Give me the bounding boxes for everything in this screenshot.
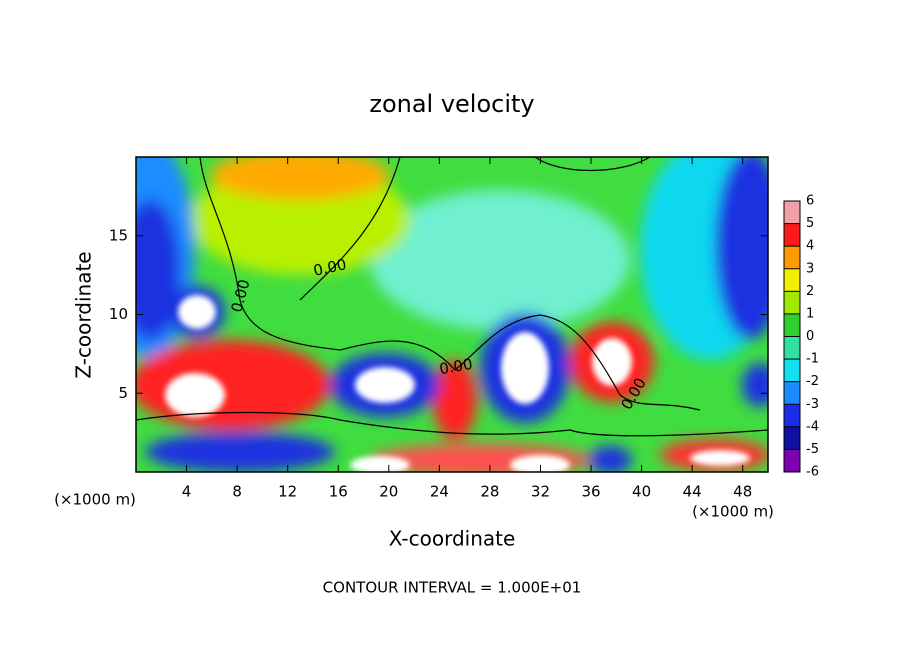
x-tick-label: 20 bbox=[379, 483, 398, 501]
x-tick-label: 40 bbox=[632, 483, 651, 501]
x-tick-label: 32 bbox=[531, 483, 550, 501]
colorbar-tick-label: 3 bbox=[806, 261, 814, 276]
colorbar-tick-label: 4 bbox=[806, 239, 814, 254]
colorbar-tick-label: -1 bbox=[806, 352, 819, 367]
colorbar-band bbox=[784, 404, 800, 427]
colorbar-band bbox=[784, 359, 800, 382]
colorbar-band bbox=[784, 268, 800, 292]
x-tick-label: 48 bbox=[733, 483, 752, 501]
colorbar-band bbox=[784, 426, 800, 450]
x-tick-label: 4 bbox=[182, 483, 192, 501]
chart-title: zonal velocity bbox=[369, 90, 534, 118]
contour-label: 0.00 bbox=[438, 355, 474, 379]
x-axis-label: X-coordinate bbox=[389, 527, 516, 551]
colorbar-band bbox=[784, 291, 800, 314]
colorbar-band bbox=[784, 246, 800, 269]
y-unit: (×1000 m) bbox=[54, 491, 136, 509]
x-tick-label: 28 bbox=[480, 483, 499, 501]
field-extremes bbox=[165, 295, 750, 472]
colorbar-tick-label: -5 bbox=[806, 442, 819, 457]
contour-lines bbox=[136, 157, 768, 437]
y-tick-label: 10 bbox=[109, 305, 128, 323]
x-tick-label: 16 bbox=[329, 483, 348, 501]
colorbar-band bbox=[784, 223, 800, 247]
field-shading bbox=[136, 157, 768, 472]
colorbar-tick-label: 1 bbox=[806, 306, 814, 321]
x-unit: (×1000 m) bbox=[692, 503, 774, 521]
annotation: CONTOUR INTERVAL = 1.000E+01 bbox=[323, 579, 582, 597]
y-axis-label: Z-coordinate bbox=[72, 251, 96, 378]
colorbar-tick-label: -2 bbox=[806, 374, 819, 389]
colorbar-tick-label: 6 bbox=[806, 194, 814, 209]
colorbar-band bbox=[784, 313, 800, 337]
y-tick-label: 15 bbox=[109, 226, 128, 244]
colorbar-tick-label: 2 bbox=[806, 284, 814, 299]
colorbar-tick-label: -3 bbox=[806, 397, 819, 412]
x-tick-label: 24 bbox=[430, 483, 449, 501]
colorbar-band bbox=[784, 381, 800, 405]
x-tick-label: 8 bbox=[232, 483, 242, 501]
x-tick-label: 12 bbox=[278, 483, 297, 501]
colorbar-tick-label: -6 bbox=[806, 465, 819, 480]
colorbar-tick-label: 0 bbox=[806, 329, 814, 344]
colorbar-band bbox=[784, 449, 800, 472]
colorbar-tick-label: -4 bbox=[806, 419, 819, 434]
colorbar-tick-label: 5 bbox=[806, 216, 814, 231]
colorbar-band bbox=[784, 336, 800, 360]
x-tick-label: 44 bbox=[683, 483, 702, 501]
colorbar-band bbox=[784, 201, 800, 224]
y-tick-label: 5 bbox=[118, 384, 128, 402]
contour-field bbox=[136, 157, 768, 472]
x-tick-label: 36 bbox=[581, 483, 600, 501]
